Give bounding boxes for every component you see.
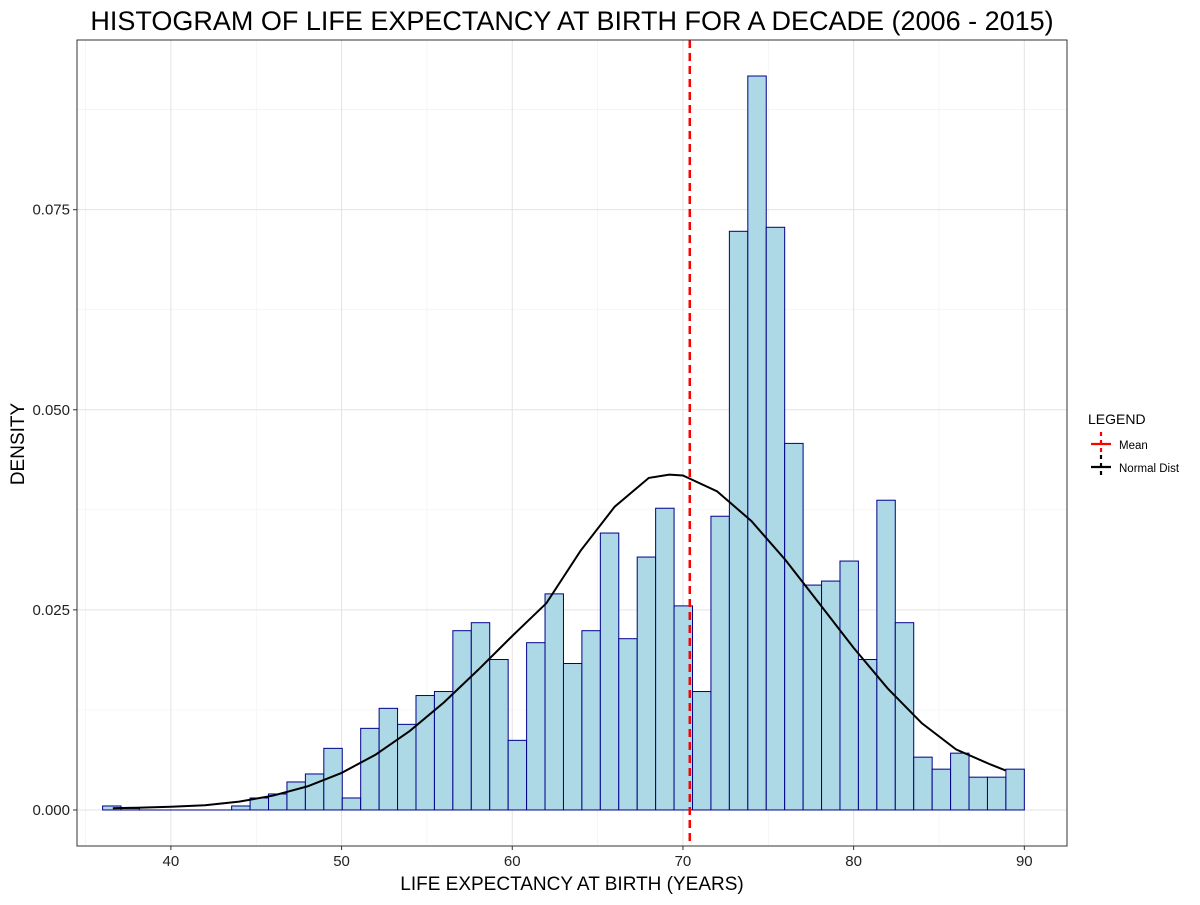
y-axis: 0.000 0.025 0.050 0.075 [32,202,77,819]
histogram-bar [693,692,711,810]
x-tick-label: 60 [504,853,521,870]
histogram-bar [969,777,987,810]
x-axis: 40 50 60 70 80 90 [163,846,1033,870]
histogram-bar [729,231,747,810]
histogram-bar [471,623,489,810]
histogram-bar [932,769,950,810]
plot-area: 40 50 60 70 80 90 0.000 0.025 0.050 0.075 [32,40,1067,870]
histogram-bar [711,516,729,810]
legend-key-normal-dist [1091,455,1111,479]
y-axis-label: DENSITY [8,403,29,486]
histogram-bar [914,757,932,810]
histogram-bar [877,500,895,810]
x-tick-label: 40 [163,853,180,870]
histogram-bar [895,623,913,810]
legend-entry-mean: Mean [1091,432,1148,456]
histogram-bar [803,585,821,810]
histogram-bar [342,798,360,810]
histogram-bar [766,227,784,810]
histogram-bar [748,76,766,810]
y-tick-label: 0.025 [32,602,70,619]
histogram-bar [490,660,508,810]
histogram-bar [545,594,563,810]
legend-entry-normal-dist: Normal Dist [1091,455,1180,479]
histogram-bar [305,774,323,810]
x-tick-label: 90 [1016,853,1033,870]
histogram-bar [822,581,840,810]
histogram-bar [858,660,876,810]
histogram-bar [951,753,969,810]
legend-title: LEGEND [1088,411,1146,427]
histogram-bar [637,557,655,810]
x-axis-label: LIFE EXPECTANCY AT BIRTH (YEARS) [400,874,744,895]
x-tick-label: 80 [845,853,862,870]
histogram-bar [656,508,674,810]
legend-key-mean [1091,432,1111,456]
x-tick-label: 70 [675,853,692,870]
histogram-bar [232,806,250,810]
histogram-bar [600,533,618,810]
histogram-bar [582,631,600,810]
x-tick-label: 50 [333,853,350,870]
histogram-bar [840,561,858,810]
chart-title: HISTOGRAM OF LIFE EXPECTANCY AT BIRTH FO… [90,6,1053,36]
histogram-bar [379,708,397,810]
legend-label-mean: Mean [1119,440,1148,452]
histogram-bar [619,639,637,810]
histogram-bar [453,631,471,810]
legend-label-normal-dist: Normal Dist [1119,463,1180,475]
histogram-bar [508,740,526,810]
y-tick-label: 0.000 [32,802,70,819]
histogram-bar [287,782,305,810]
histogram-bar [987,777,1005,810]
histogram-bar [563,664,581,810]
histogram-bar [527,643,545,810]
histogram-bar [785,443,803,810]
histogram-bars [103,76,1025,810]
y-tick-label: 0.075 [32,202,70,219]
histogram-bar [1006,769,1024,810]
legend: LEGEND Mean Normal Dist [1088,411,1180,479]
histogram-bar [361,728,379,810]
y-tick-label: 0.050 [32,402,70,419]
